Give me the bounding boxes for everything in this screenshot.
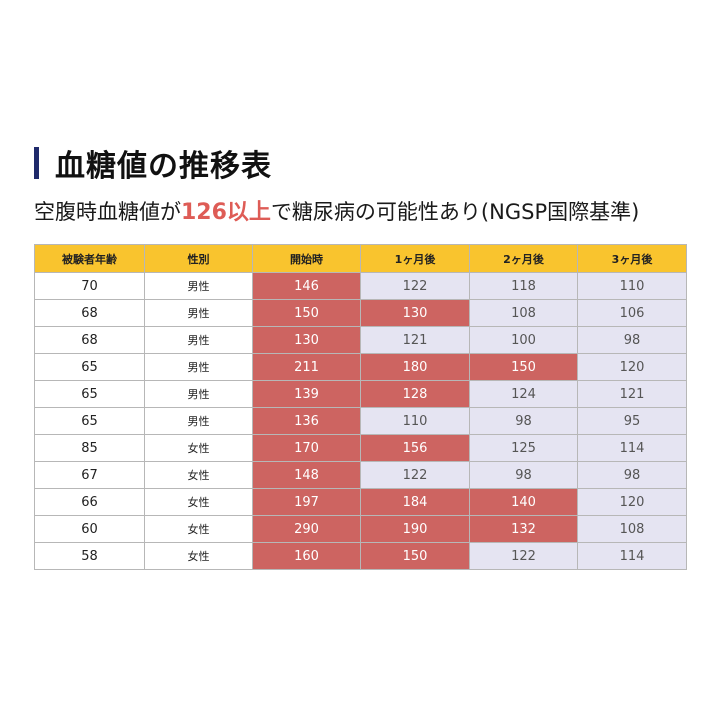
glucose-value-cell: 95	[577, 407, 687, 435]
age-cell: 66	[34, 488, 145, 516]
sex-cell: 男性	[144, 299, 253, 327]
glucose-value-cell: 108	[469, 299, 578, 327]
table-body: 70 男性 146 122 118 110 68 男性 150 130 108 106 68 男性 130 1…	[34, 272, 687, 570]
glucose-value-cell: 110	[577, 272, 687, 300]
table-row: 68 男性 130 121 100 98	[34, 326, 687, 354]
age-cell: 68	[34, 299, 145, 327]
page-heading: 血糖値の推移表	[34, 143, 272, 184]
sex-cell: 男性	[144, 380, 253, 408]
sex-cell: 男性	[144, 353, 253, 381]
table-row: 60 女性 290 190 132 108	[34, 515, 687, 543]
sex-cell: 女性	[144, 542, 253, 570]
age-cell: 65	[34, 407, 145, 435]
glucose-value-cell: 108	[577, 515, 687, 543]
sex-cell: 女性	[144, 434, 253, 462]
column-header: 被験者年齢	[34, 244, 145, 273]
glucose-value-cell: 98	[469, 461, 578, 489]
glucose-value-cell: 122	[360, 272, 470, 300]
glucose-value-cell: 156	[360, 434, 470, 462]
age-cell: 67	[34, 461, 145, 489]
table-row: 66 女性 197 184 140 120	[34, 488, 687, 516]
table-row: 65 男性 139 128 124 121	[34, 380, 687, 408]
age-cell: 65	[34, 353, 145, 381]
age-cell: 58	[34, 542, 145, 570]
subtitle: 空腹時血糖値が126以上で糖尿病の可能性あり(NGSP国際基準)	[34, 194, 639, 226]
glucose-value-cell: 139	[252, 380, 361, 408]
column-header: 開始時	[252, 244, 361, 273]
glucose-value-cell: 132	[469, 515, 578, 543]
glucose-value-cell: 120	[577, 353, 687, 381]
glucose-value-cell: 160	[252, 542, 361, 570]
glucose-value-cell: 211	[252, 353, 361, 381]
glucose-value-cell: 140	[469, 488, 578, 516]
glucose-value-cell: 146	[252, 272, 361, 300]
table-row: 85 女性 170 156 125 114	[34, 434, 687, 462]
table-row: 68 男性 150 130 108 106	[34, 299, 687, 327]
glucose-value-cell: 98	[577, 461, 687, 489]
glucose-value-cell: 190	[360, 515, 470, 543]
table-header-row: 被験者年齢 性別 開始時 1ヶ月後 2ヶ月後 3ヶ月後	[34, 244, 687, 273]
sex-cell: 男性	[144, 407, 253, 435]
glucose-value-cell: 150	[252, 299, 361, 327]
glucose-value-cell: 114	[577, 542, 687, 570]
glucose-value-cell: 150	[360, 542, 470, 570]
sex-cell: 女性	[144, 461, 253, 489]
subtitle-prefix: 空腹時血糖値が	[34, 200, 181, 224]
glucose-value-cell: 124	[469, 380, 578, 408]
sex-cell: 男性	[144, 326, 253, 354]
glucose-value-cell: 180	[360, 353, 470, 381]
subtitle-suffix: で糖尿病の可能性あり(NGSP国際基準)	[270, 200, 640, 224]
blood-glucose-table: 被験者年齢 性別 開始時 1ヶ月後 2ヶ月後 3ヶ月後 70 男性 146 122 118 110 6…	[34, 244, 687, 570]
age-cell: 85	[34, 434, 145, 462]
glucose-value-cell: 106	[577, 299, 687, 327]
glucose-value-cell: 130	[252, 326, 361, 354]
glucose-value-cell: 122	[469, 542, 578, 570]
glucose-value-cell: 110	[360, 407, 470, 435]
table-row: 67 女性 148 122 98 98	[34, 461, 687, 489]
glucose-value-cell: 121	[360, 326, 470, 354]
glucose-value-cell: 130	[360, 299, 470, 327]
sex-cell: 女性	[144, 515, 253, 543]
glucose-value-cell: 121	[577, 380, 687, 408]
blood-glucose-table-container: 被験者年齢 性別 開始時 1ヶ月後 2ヶ月後 3ヶ月後 70 男性 146 122 118 110 6…	[34, 244, 687, 570]
glucose-value-cell: 184	[360, 488, 470, 516]
table-row: 70 男性 146 122 118 110	[34, 272, 687, 300]
glucose-value-cell: 148	[252, 461, 361, 489]
column-header: 1ヶ月後	[360, 244, 470, 273]
glucose-value-cell: 98	[469, 407, 578, 435]
glucose-value-cell: 128	[360, 380, 470, 408]
glucose-value-cell: 170	[252, 434, 361, 462]
glucose-value-cell: 114	[577, 434, 687, 462]
glucose-value-cell: 136	[252, 407, 361, 435]
glucose-value-cell: 125	[469, 434, 578, 462]
subtitle-highlight: 126以上	[181, 200, 271, 225]
glucose-value-cell: 118	[469, 272, 578, 300]
table-row: 65 男性 211 180 150 120	[34, 353, 687, 381]
age-cell: 65	[34, 380, 145, 408]
sex-cell: 男性	[144, 272, 253, 300]
glucose-value-cell: 290	[252, 515, 361, 543]
column-header: 2ヶ月後	[469, 244, 578, 273]
sex-cell: 女性	[144, 488, 253, 516]
heading-accent-bar	[34, 147, 39, 179]
glucose-value-cell: 122	[360, 461, 470, 489]
age-cell: 60	[34, 515, 145, 543]
age-cell: 68	[34, 326, 145, 354]
age-cell: 70	[34, 272, 145, 300]
column-header: 性別	[144, 244, 253, 273]
glucose-value-cell: 98	[577, 326, 687, 354]
glucose-value-cell: 150	[469, 353, 578, 381]
glucose-value-cell: 120	[577, 488, 687, 516]
glucose-value-cell: 100	[469, 326, 578, 354]
page-title: 血糖値の推移表	[55, 149, 272, 184]
column-header: 3ヶ月後	[577, 244, 687, 273]
table-row: 65 男性 136 110 98 95	[34, 407, 687, 435]
table-row: 58 女性 160 150 122 114	[34, 542, 687, 570]
glucose-value-cell: 197	[252, 488, 361, 516]
